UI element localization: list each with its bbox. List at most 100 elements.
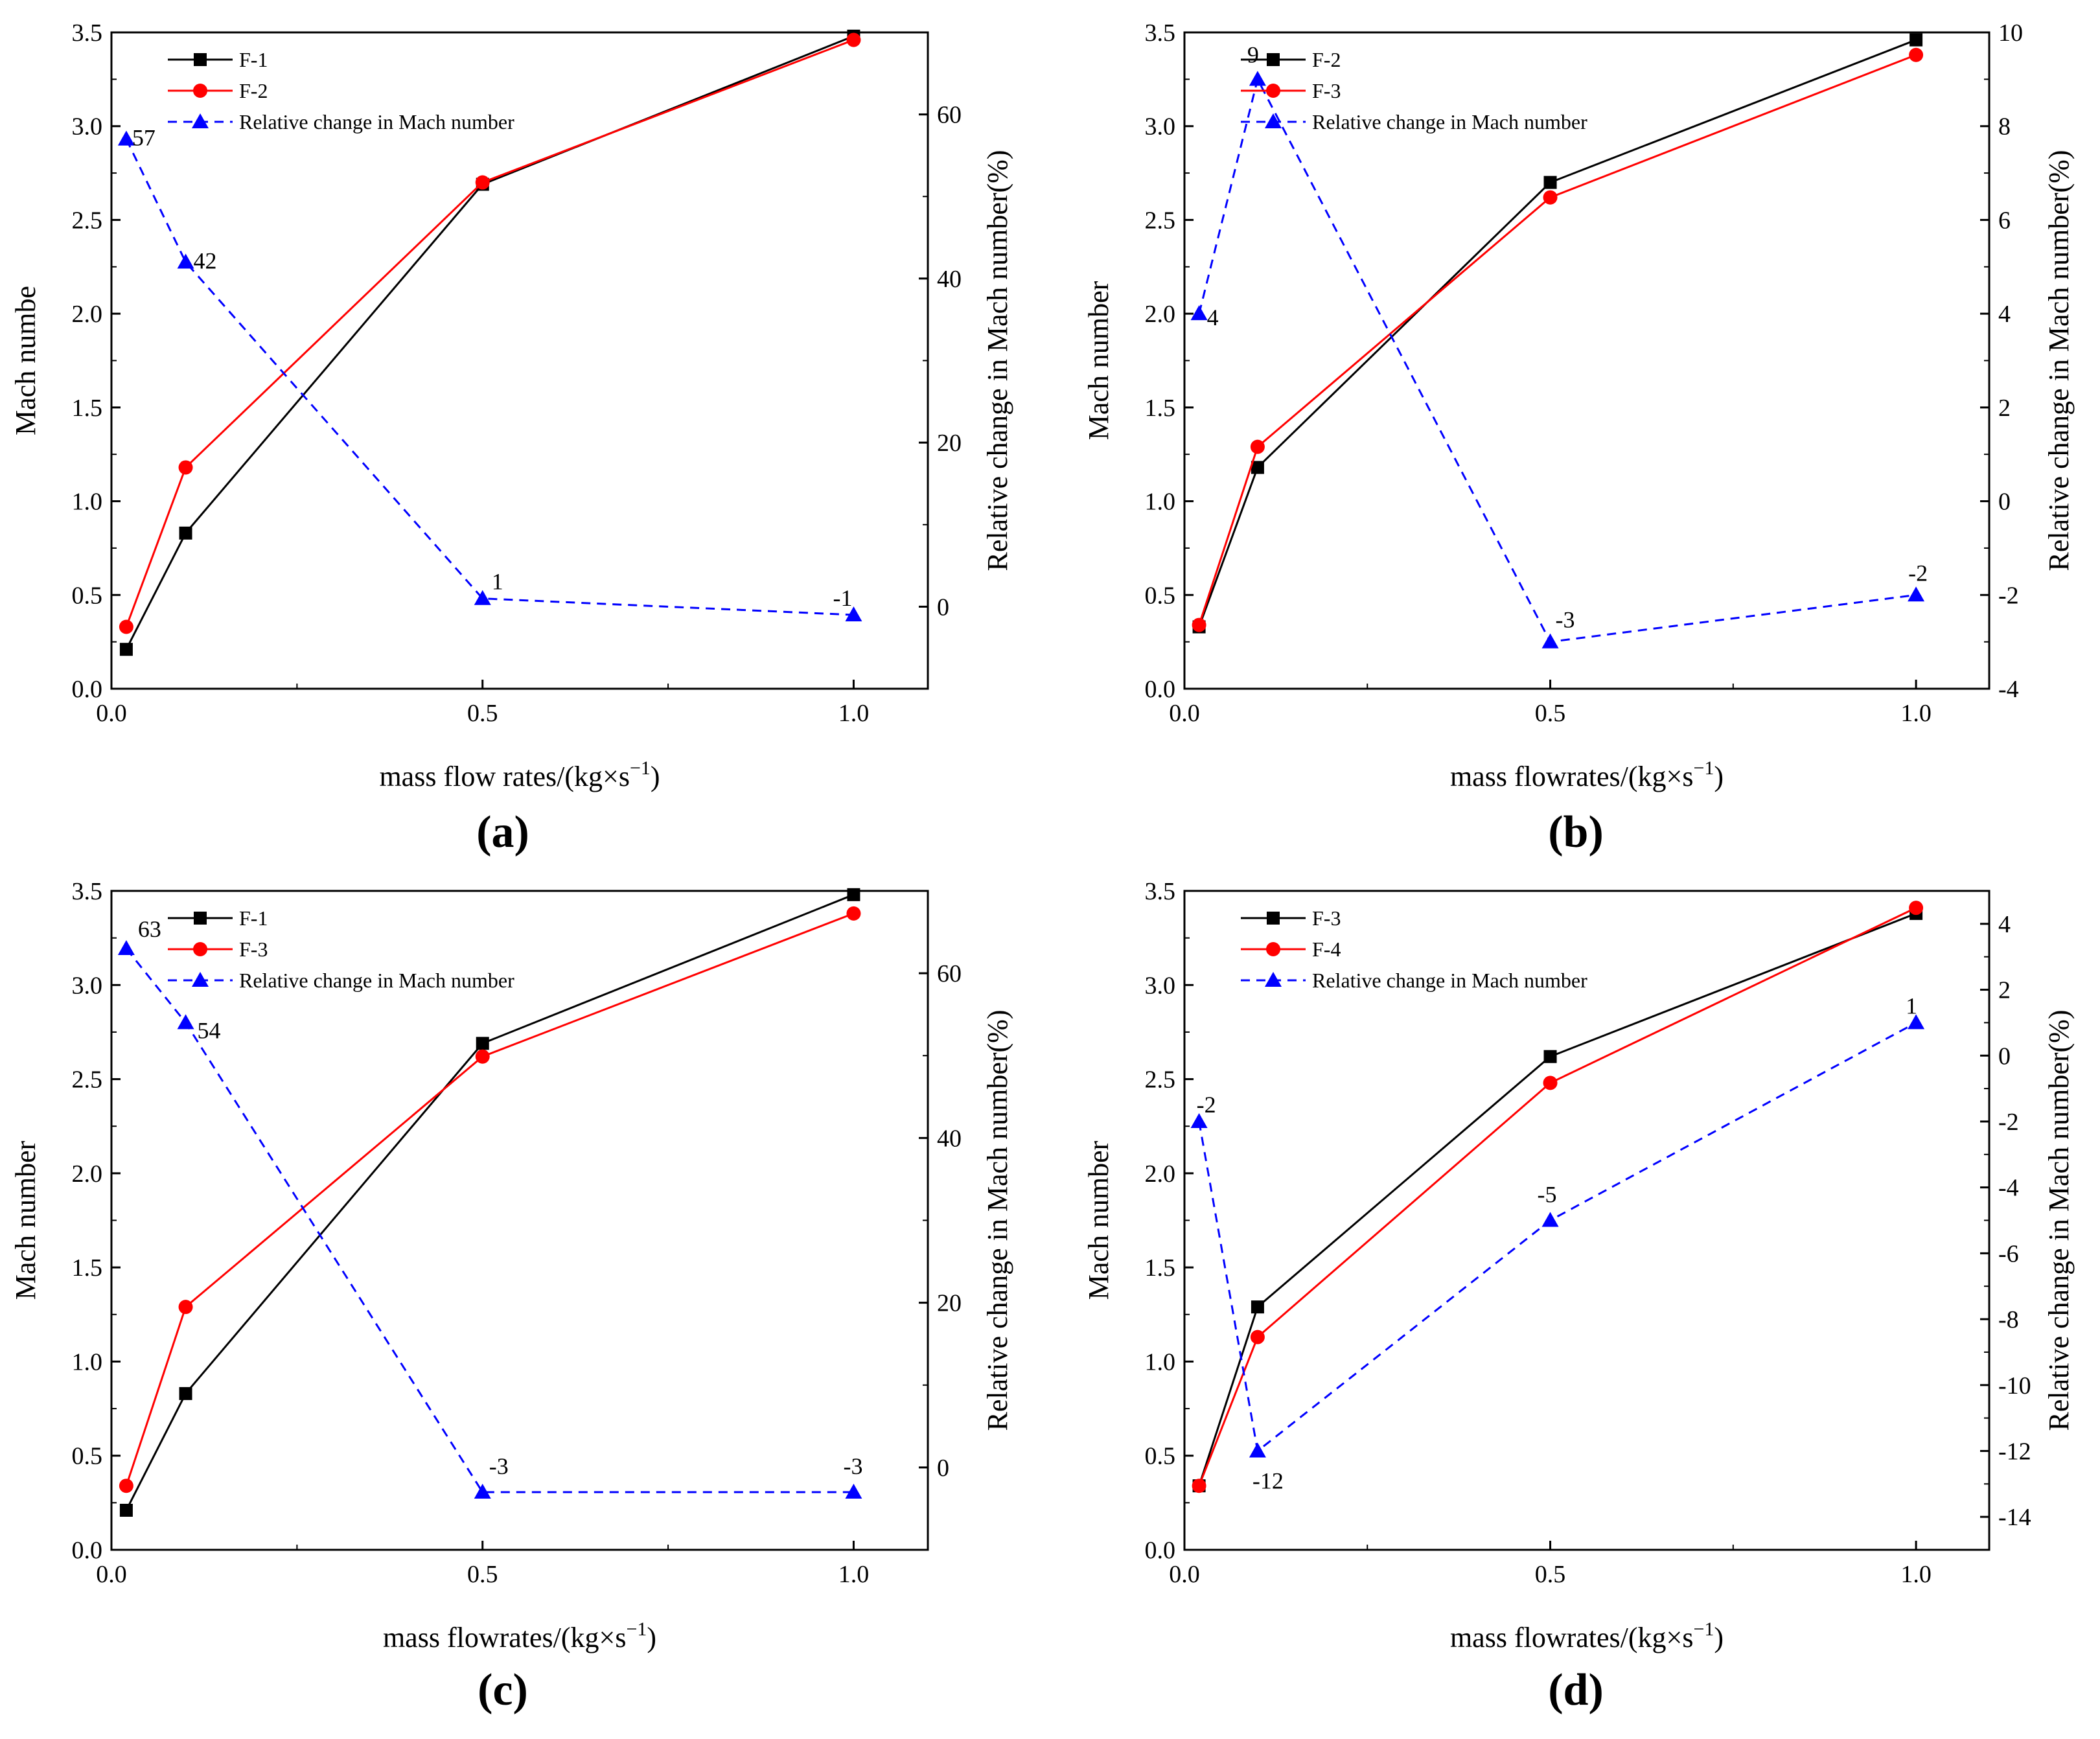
chart-panel-a: 0.0 0.5 1.0 0.0 0.5 1.0 1.5 2.0 2.5 3.0 3.5 0 20 40 60… bbox=[10, 19, 1013, 857]
x-axis-title-sup: −1 bbox=[630, 757, 651, 779]
y-tick-label: 3.5 bbox=[72, 878, 103, 905]
y-tick-label: 2.0 bbox=[72, 301, 103, 328]
marker-circle bbox=[1543, 190, 1558, 205]
x-axis-title: mass flow rates/(kg×s−1) bbox=[379, 757, 660, 792]
data-label: 63 bbox=[138, 916, 161, 942]
legend-entry: F-2 bbox=[1312, 48, 1341, 71]
x-tick-label: 0.0 bbox=[96, 1561, 127, 1588]
marker-circle bbox=[119, 619, 133, 634]
series-1 bbox=[1192, 47, 1924, 632]
y2-tick-label: 6 bbox=[1998, 207, 2011, 234]
x-axis-title-close: ) bbox=[1714, 1622, 1724, 1653]
marker-triangle bbox=[1908, 586, 1925, 602]
plot-frame bbox=[110, 890, 929, 1551]
legend-entry: F-1 bbox=[239, 48, 268, 71]
x-tick-label: 1.0 bbox=[838, 1561, 870, 1588]
x-axis-title-main: mass flowrates/(kg×s bbox=[1450, 761, 1694, 792]
y2-tick-label: -14 bbox=[1998, 1504, 2031, 1531]
y-tick-label: 1.0 bbox=[72, 489, 103, 516]
marker-square bbox=[1251, 461, 1264, 474]
marker-circle bbox=[1192, 1479, 1206, 1493]
y-tick-label: 0.5 bbox=[1145, 1443, 1176, 1470]
marker-triangle bbox=[192, 113, 209, 128]
y2-axis-title: Relative change in Mach number(%) bbox=[982, 1010, 1013, 1431]
y2-tick-label: 4 bbox=[1998, 911, 2011, 938]
data-label: -5 bbox=[1538, 1182, 1557, 1208]
y-tick-label: 1.5 bbox=[1145, 1254, 1176, 1282]
y2-tick-label: -6 bbox=[1998, 1240, 2019, 1267]
y2-tick-label: 20 bbox=[937, 430, 962, 457]
x-tick-label: 1.0 bbox=[1900, 700, 1932, 727]
data-label: -3 bbox=[489, 1453, 509, 1479]
data-label: -3 bbox=[1556, 607, 1575, 633]
y-tick-label: 0.0 bbox=[72, 676, 103, 703]
marker-triangle bbox=[845, 606, 862, 622]
y2-tick-label: 10 bbox=[1998, 19, 2023, 47]
marker-triangle bbox=[117, 939, 135, 955]
series-2: 4 9 -3 -2 bbox=[1190, 41, 1928, 649]
panel-label: (a) bbox=[476, 807, 529, 857]
marker-circle bbox=[846, 32, 861, 47]
series-line bbox=[1198, 54, 1917, 626]
chart-panel-d: 0.0 0.5 1.00.00.51.01.52.02.53.03.5-14-12-… bbox=[1083, 878, 2075, 1715]
marker-circle bbox=[193, 942, 207, 956]
marker-circle bbox=[178, 1300, 193, 1315]
marker-triangle bbox=[1541, 1212, 1559, 1227]
x-axis-title-sup: −1 bbox=[1693, 757, 1714, 779]
legend-entry: F-3 bbox=[239, 938, 268, 961]
y-tick-label: 3.0 bbox=[1145, 113, 1176, 141]
y2-tick-label: -2 bbox=[1998, 1109, 2019, 1136]
y-tick-label: 1.0 bbox=[1145, 1348, 1176, 1376]
y2-tick-label: -2 bbox=[1998, 582, 2019, 609]
marker-square bbox=[119, 1503, 133, 1517]
x-tick-label: 0.0 bbox=[1169, 1561, 1200, 1588]
y-tick-label: 1.0 bbox=[72, 1348, 103, 1376]
x-tick-label: 0.5 bbox=[1535, 700, 1566, 727]
marker-triangle bbox=[1249, 71, 1266, 86]
marker-triangle bbox=[845, 1484, 862, 1499]
y2-tick-label: 40 bbox=[937, 266, 962, 293]
data-label: 42 bbox=[194, 248, 217, 274]
panel-label: (d) bbox=[1548, 1665, 1604, 1715]
data-label: -1 bbox=[833, 585, 852, 611]
legend: F-2 F-3 Relative change in Mach number bbox=[1241, 48, 1587, 133]
y2-axis-title: Relative change in Mach number(%) bbox=[2043, 150, 2075, 571]
marker-circle bbox=[1266, 942, 1280, 956]
series-line bbox=[125, 912, 854, 1486]
y-tick-label: 3.0 bbox=[1145, 972, 1176, 999]
marker-triangle bbox=[1190, 1112, 1208, 1128]
y-tick-label: 3.5 bbox=[72, 19, 103, 47]
marker-square bbox=[179, 1387, 192, 1400]
y2-tick-label: 0 bbox=[937, 593, 949, 621]
data-label: -2 bbox=[1197, 1092, 1216, 1118]
series-0 bbox=[1192, 906, 1923, 1493]
marker-triangle bbox=[1265, 972, 1282, 987]
marker-circle bbox=[475, 175, 490, 190]
x-tick-label: 1.0 bbox=[1900, 1561, 1932, 1588]
x-axis-title-sup: −1 bbox=[1693, 1618, 1714, 1640]
y-tick-label: 2.0 bbox=[1145, 301, 1176, 328]
data-label: 1 bbox=[492, 569, 503, 595]
marker-square bbox=[194, 912, 207, 925]
y-tick-label: 1.0 bbox=[1145, 489, 1176, 516]
y2-tick-label: -4 bbox=[1998, 676, 2019, 703]
series-1 bbox=[1192, 901, 1924, 1493]
y2-tick-label: 0 bbox=[937, 1455, 949, 1482]
x-axis-title: mass flowrates/(kg×s−1) bbox=[1450, 757, 1724, 792]
y-tick-label: 2.5 bbox=[72, 207, 103, 234]
x-axis-title-main: mass flow rates/(kg×s bbox=[379, 761, 630, 792]
x-tick-label: 0.5 bbox=[467, 700, 498, 727]
marker-square bbox=[179, 526, 192, 540]
y2-tick-label: -4 bbox=[1998, 1175, 2019, 1202]
y-tick-label: 0.5 bbox=[72, 1443, 103, 1470]
y2-tick-label: 60 bbox=[937, 102, 962, 129]
chart-panel-b: 0.0 0.5 1.0 0.0 0.5 1.0 1.5 2.0 2.5 3.0 3.5 -4 -2 0 2 4… bbox=[1083, 19, 2075, 857]
plot-frame bbox=[110, 31, 929, 690]
marker-triangle bbox=[1541, 633, 1559, 649]
y2-tick-label: 0 bbox=[1998, 489, 2011, 516]
y-tick-label: 2.5 bbox=[1145, 1066, 1176, 1094]
series-line bbox=[1198, 39, 1917, 628]
x-axis-title-main: mass flowrates/(kg×s bbox=[1450, 1622, 1694, 1653]
y2-tick-label: 0 bbox=[1998, 1042, 2011, 1070]
